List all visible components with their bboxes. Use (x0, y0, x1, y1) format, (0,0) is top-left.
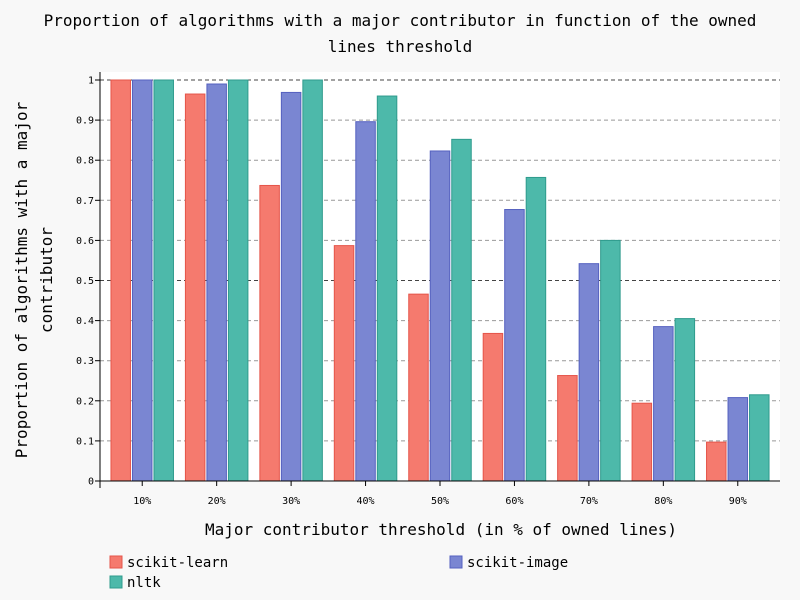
bar-scikit-image-50pct[interactable] (429, 150, 451, 482)
chart-title-line-1: Proportion of algorithms with a major co… (44, 11, 757, 30)
bar-scikit-learn-20pct[interactable] (184, 93, 206, 482)
y-axis-title-line-1: Proportion of algorithms with a major (12, 101, 31, 458)
y-tick-label: 0.9 (76, 116, 94, 127)
legend-item-nltk[interactable]: nltk (109, 575, 161, 591)
bar-scikit-learn-50pct[interactable] (408, 293, 429, 482)
y-tick-label: 0 (88, 477, 94, 488)
bar-scikit-image-40pct[interactable] (355, 121, 376, 482)
x-tick-label: 80% (654, 496, 672, 507)
bar-scikit-image-30pct[interactable] (280, 91, 302, 482)
bar-scikit-learn-30pct[interactable] (259, 184, 280, 482)
bar-nltk-80pct[interactable] (674, 318, 696, 482)
y-axis-title: Proportion of algorithms with a major co… (12, 101, 56, 458)
y-tick-label: 0.8 (76, 156, 94, 167)
legend-item-scikit-learn[interactable]: scikit-learn (109, 555, 228, 571)
bar-nltk-70pct[interactable] (600, 239, 621, 482)
y-tick-label: 0.1 (76, 436, 94, 447)
legend-swatch-nltk (109, 575, 123, 589)
y-tick-label: 0.6 (76, 236, 94, 247)
bar-nltk-50pct[interactable] (451, 138, 472, 482)
legend-label-nltk: nltk (127, 575, 161, 591)
x-tick-label: 20% (208, 496, 226, 507)
y-ticks: 0 0.1 0.2 0.3 0.4 0.5 0.6 0.7 0.8 0.9 1 (76, 76, 100, 488)
bar-scikit-image-90pct[interactable] (727, 397, 749, 482)
x-tick-label: 40% (357, 496, 375, 507)
bar-scikit-image-10pct[interactable] (131, 79, 153, 482)
legend-item-scikit-image[interactable]: scikit-image (449, 555, 568, 571)
bar-scikit-learn-80pct[interactable] (631, 402, 653, 482)
bar-scikit-image-60pct[interactable] (504, 209, 525, 482)
bar-nltk-30pct[interactable] (302, 79, 323, 482)
y-axis-title-line-2: contributor (37, 227, 56, 333)
y-tick-label: 0.5 (76, 276, 94, 287)
bar-scikit-learn-10pct[interactable] (110, 79, 131, 482)
x-tick-label: 50% (431, 496, 449, 507)
bar-scikit-learn-40pct[interactable] (333, 245, 355, 482)
chart-title-line-2: lines threshold (328, 37, 473, 56)
bar-nltk-20pct[interactable] (227, 79, 249, 482)
y-tick-label: 0.7 (76, 196, 94, 207)
x-tick-label: 60% (505, 496, 523, 507)
x-tick-label: 90% (729, 496, 747, 507)
bar-scikit-image-70pct[interactable] (578, 263, 600, 482)
bar-nltk-60pct[interactable] (525, 176, 547, 482)
bar-nltk-10pct[interactable] (153, 79, 174, 482)
legend-swatch-scikit-image (449, 555, 463, 569)
bar-scikit-image-80pct[interactable] (653, 326, 674, 482)
y-tick-label: 0.2 (76, 396, 94, 407)
bar-scikit-learn-70pct[interactable] (557, 375, 578, 482)
bar-scikit-learn-60pct[interactable] (482, 332, 504, 482)
bar-scikit-learn-90pct[interactable] (706, 441, 727, 482)
legend: scikit-learn scikit-image nltk (109, 555, 568, 591)
bar-nltk-90pct[interactable] (749, 394, 770, 482)
x-ticks: 10% 20% 30% 40% 50% 60% 70% 80% 90% (133, 481, 747, 507)
bar-scikit-image-20pct[interactable] (206, 83, 227, 482)
legend-label-scikit-learn: scikit-learn (127, 555, 228, 571)
bar-nltk-40pct[interactable] (376, 95, 398, 482)
x-tick-label: 10% (133, 496, 151, 507)
x-axis-title: Major contributor threshold (in % of own… (205, 520, 677, 539)
y-tick-label: 0.3 (76, 356, 94, 367)
y-tick-label: 0.4 (76, 316, 94, 327)
bars (110, 79, 770, 482)
legend-swatch-scikit-learn (109, 555, 123, 569)
x-tick-label: 30% (282, 496, 300, 507)
y-tick-label: 1 (88, 76, 94, 87)
plot-area: 0 0.1 0.2 0.3 0.4 0.5 0.6 0.7 0.8 0.9 1 10% 20% 30% 4… (76, 72, 780, 507)
legend-label-scikit-image: scikit-image (467, 555, 568, 571)
x-tick-label: 70% (580, 496, 598, 507)
